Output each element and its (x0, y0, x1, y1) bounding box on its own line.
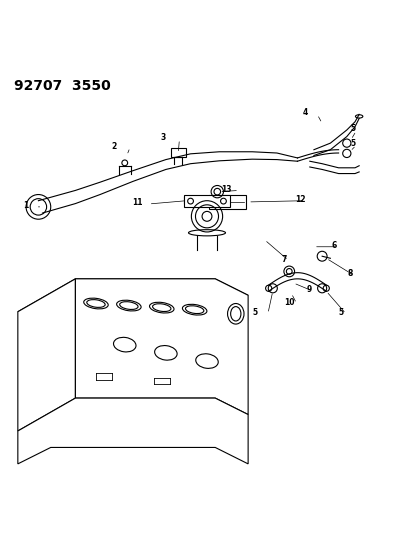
Text: 92707  3550: 92707 3550 (14, 79, 110, 93)
Text: 1: 1 (24, 201, 28, 210)
Text: 11: 11 (131, 198, 142, 207)
Text: 4: 4 (302, 108, 308, 117)
Polygon shape (18, 279, 75, 431)
Text: 5: 5 (338, 308, 343, 317)
Bar (209, 195, 245, 209)
Text: 2: 2 (112, 142, 117, 150)
Polygon shape (18, 398, 247, 464)
Polygon shape (75, 279, 247, 415)
Text: 5: 5 (349, 139, 355, 148)
Text: 12: 12 (295, 195, 305, 204)
Text: 3: 3 (160, 133, 165, 142)
Text: 5: 5 (252, 308, 257, 317)
Polygon shape (18, 279, 247, 312)
Text: 9: 9 (306, 286, 311, 294)
Text: 6: 6 (330, 241, 335, 251)
Text: 10: 10 (283, 298, 294, 307)
FancyBboxPatch shape (171, 149, 185, 157)
Text: 7: 7 (281, 255, 286, 264)
Text: 13: 13 (221, 185, 231, 193)
Text: 5: 5 (349, 124, 355, 133)
FancyBboxPatch shape (184, 196, 229, 207)
Text: 8: 8 (347, 269, 352, 278)
